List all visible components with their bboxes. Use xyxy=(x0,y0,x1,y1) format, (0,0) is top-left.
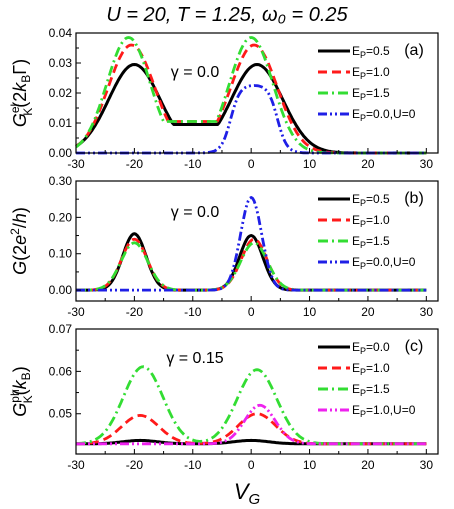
series-line-1 xyxy=(76,232,427,292)
panel-c: -30 -20 -10 0 10 20 30 0.05 0.06 0.07 γ = 0.15 (c) E… xyxy=(8,322,439,472)
figure-title: U = 20, T = 1.25, ω₀ = 0.25 xyxy=(106,4,348,26)
svg-text:VG: VG xyxy=(234,479,261,508)
series-line-3 xyxy=(76,241,427,292)
legend-label: EP=1.5 xyxy=(352,234,390,250)
y-tick-label: 0.03 xyxy=(49,56,73,70)
x-tick-label: -20 xyxy=(126,458,144,472)
y-tick-label: 0.00 xyxy=(49,283,73,297)
x-tick-label: 30 xyxy=(420,157,434,171)
legend-label: EP=1.5 xyxy=(352,86,390,102)
legend-label: EP=1.0 xyxy=(352,65,390,81)
x-tick-label: 10 xyxy=(303,157,317,171)
series-line-2 xyxy=(75,43,427,155)
x-tick-label: 30 xyxy=(420,305,434,319)
x-tick-label: 0 xyxy=(248,458,255,472)
x-tick-label: 20 xyxy=(361,157,375,171)
panel-a: -30 -20 -10 0 10 20 30 0.00 0.01 0.02 0.03 0.04 γ = … xyxy=(8,26,439,171)
x-tick-label: 0 xyxy=(248,305,255,319)
x-tick-label: -20 xyxy=(126,305,144,319)
panel-label: (c) xyxy=(405,338,424,355)
y-tick-label: 0.02 xyxy=(49,86,73,100)
x-tick-label: -20 xyxy=(126,157,144,171)
legend-label: EP=1.0 xyxy=(352,361,390,377)
legend-label: EP=1.0,U=0 xyxy=(352,403,416,419)
x-tick-label: 20 xyxy=(361,305,375,319)
legend-label: EP=0.0,U=0 xyxy=(352,255,416,271)
x-tick-label: -10 xyxy=(184,157,202,171)
y-tick-label: 0.06 xyxy=(49,364,73,378)
panel-label: (b) xyxy=(404,190,424,207)
y-tick-label: 0.04 xyxy=(49,26,73,40)
svg-text:G(2e2/h): G(2e2/h) xyxy=(8,207,30,275)
svg-text:GphK(kB): GphK(kB) xyxy=(8,366,35,416)
y-tick-label: 0.30 xyxy=(49,174,73,188)
legend-label: EP=0.0 xyxy=(352,340,390,356)
x-tick-label: -30 xyxy=(67,305,85,319)
x-tick-label: -30 xyxy=(67,157,85,171)
series-line-4 xyxy=(76,403,427,446)
y-tick-label: 0.00 xyxy=(49,146,73,160)
x-tick-label: 0 xyxy=(248,157,255,171)
series-line-4 xyxy=(76,195,427,292)
svg-text:GelK(2kBΓ): GelK(2kBΓ) xyxy=(8,59,35,127)
x-tick-label: 20 xyxy=(361,458,375,472)
legend-label: EP=1.0 xyxy=(352,213,390,229)
x-tick-label: -10 xyxy=(184,305,202,319)
x-tick-label: 10 xyxy=(303,458,317,472)
series-line-2 xyxy=(76,237,427,292)
gamma-annotation: γ = 0.15 xyxy=(166,350,223,367)
gamma-annotation: γ = 0.0 xyxy=(171,64,220,81)
legend-label: EP=0.5 xyxy=(352,44,390,60)
y-tick-label: 0.20 xyxy=(49,210,73,224)
legend-label: EP=1.5 xyxy=(352,382,390,398)
y-tick-label: 0.10 xyxy=(49,247,73,261)
y-tick-label: 0.01 xyxy=(49,116,73,130)
x-tick-label: -10 xyxy=(184,458,202,472)
plot-frame xyxy=(75,328,439,455)
y-tick-label: 0.05 xyxy=(49,407,73,421)
legend-label: EP=0.0,U=0 xyxy=(352,107,416,123)
legend-label: EP=0.5 xyxy=(352,192,390,208)
x-tick-label: 30 xyxy=(420,458,434,472)
plot-frame xyxy=(75,180,439,302)
series-line-3 xyxy=(75,36,427,155)
panel-label: (a) xyxy=(404,42,424,59)
x-axis-label: VG xyxy=(234,479,261,508)
x-tick-label: 10 xyxy=(303,305,317,319)
gamma-annotation: γ = 0.0 xyxy=(171,204,220,221)
x-tick-label: -30 xyxy=(67,458,85,472)
panel-b: -30 -20 -10 0 10 20 30 0.00 0.10 0.20 0.30 γ = 0.0 (… xyxy=(8,174,439,319)
y-tick-label: 0.07 xyxy=(49,322,73,336)
